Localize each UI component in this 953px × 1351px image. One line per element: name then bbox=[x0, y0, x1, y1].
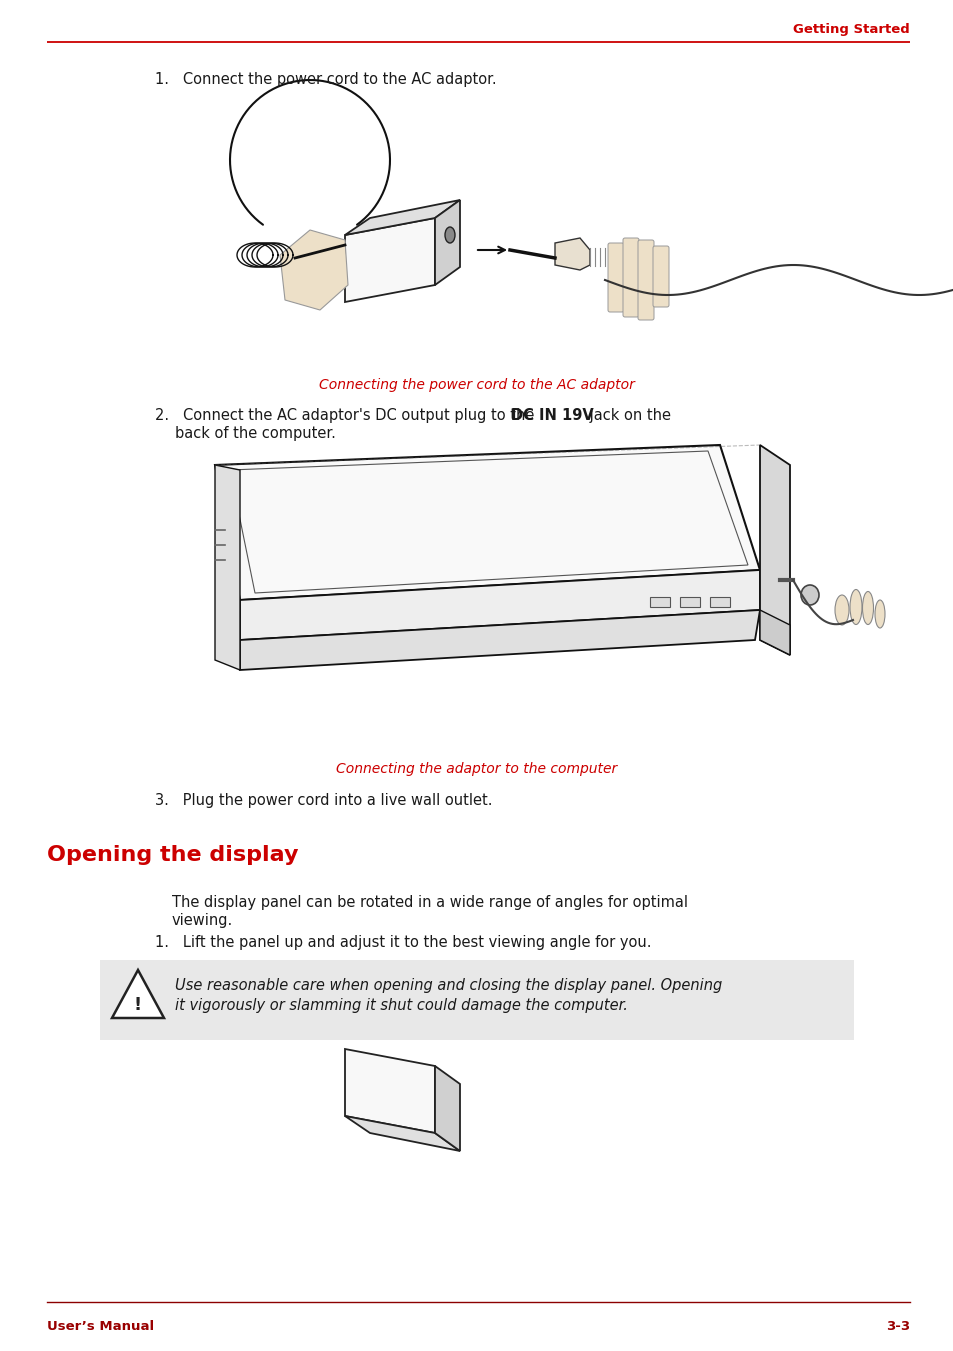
Text: Connecting the adaptor to the computer: Connecting the adaptor to the computer bbox=[336, 762, 617, 775]
Polygon shape bbox=[112, 970, 164, 1019]
Polygon shape bbox=[555, 238, 589, 270]
Text: !: ! bbox=[133, 996, 142, 1015]
Polygon shape bbox=[760, 444, 789, 655]
FancyBboxPatch shape bbox=[638, 240, 654, 320]
Ellipse shape bbox=[834, 594, 848, 626]
Polygon shape bbox=[345, 1048, 435, 1133]
Text: Opening the display: Opening the display bbox=[47, 844, 298, 865]
Polygon shape bbox=[280, 230, 348, 309]
Polygon shape bbox=[214, 465, 240, 670]
Ellipse shape bbox=[874, 600, 884, 628]
Text: jack on the: jack on the bbox=[584, 408, 670, 423]
Bar bbox=[649, 597, 669, 607]
Polygon shape bbox=[214, 444, 760, 600]
FancyBboxPatch shape bbox=[607, 243, 623, 312]
Text: User’s Manual: User’s Manual bbox=[47, 1320, 154, 1333]
Ellipse shape bbox=[801, 585, 818, 605]
Text: viewing.: viewing. bbox=[172, 913, 233, 928]
Ellipse shape bbox=[444, 227, 455, 243]
Text: it vigorously or slamming it shut could damage the computer.: it vigorously or slamming it shut could … bbox=[174, 998, 627, 1013]
FancyBboxPatch shape bbox=[622, 238, 639, 317]
Text: Connecting the power cord to the AC adaptor: Connecting the power cord to the AC adap… bbox=[318, 378, 635, 392]
Polygon shape bbox=[435, 200, 459, 285]
Bar bbox=[709, 597, 729, 607]
Text: 3-3: 3-3 bbox=[885, 1320, 909, 1333]
Bar bbox=[100, 961, 853, 1040]
Polygon shape bbox=[240, 570, 760, 640]
Polygon shape bbox=[345, 1116, 459, 1151]
Bar bbox=[679, 597, 700, 607]
FancyBboxPatch shape bbox=[652, 246, 668, 307]
Ellipse shape bbox=[372, 261, 388, 276]
Text: 1.   Connect the power cord to the AC adaptor.: 1. Connect the power cord to the AC adap… bbox=[154, 72, 497, 86]
Ellipse shape bbox=[849, 589, 862, 624]
Polygon shape bbox=[345, 218, 435, 303]
Polygon shape bbox=[760, 611, 789, 655]
Text: DC IN 19V: DC IN 19V bbox=[511, 408, 594, 423]
Polygon shape bbox=[435, 1066, 459, 1151]
Polygon shape bbox=[345, 200, 459, 235]
Ellipse shape bbox=[862, 592, 873, 624]
Text: 3.   Plug the power cord into a live wall outlet.: 3. Plug the power cord into a live wall … bbox=[154, 793, 492, 808]
Text: Use reasonable care when opening and closing the display panel. Opening: Use reasonable care when opening and clo… bbox=[174, 978, 721, 993]
Text: 2.   Connect the AC adaptor's DC output plug to the: 2. Connect the AC adaptor's DC output pl… bbox=[154, 408, 538, 423]
Text: The display panel can be rotated in a wide range of angles for optimal: The display panel can be rotated in a wi… bbox=[172, 894, 687, 911]
Text: back of the computer.: back of the computer. bbox=[174, 426, 335, 440]
Text: Getting Started: Getting Started bbox=[792, 23, 909, 36]
Polygon shape bbox=[240, 611, 760, 670]
Text: 1.   Lift the panel up and adjust it to the best viewing angle for you.: 1. Lift the panel up and adjust it to th… bbox=[154, 935, 651, 950]
